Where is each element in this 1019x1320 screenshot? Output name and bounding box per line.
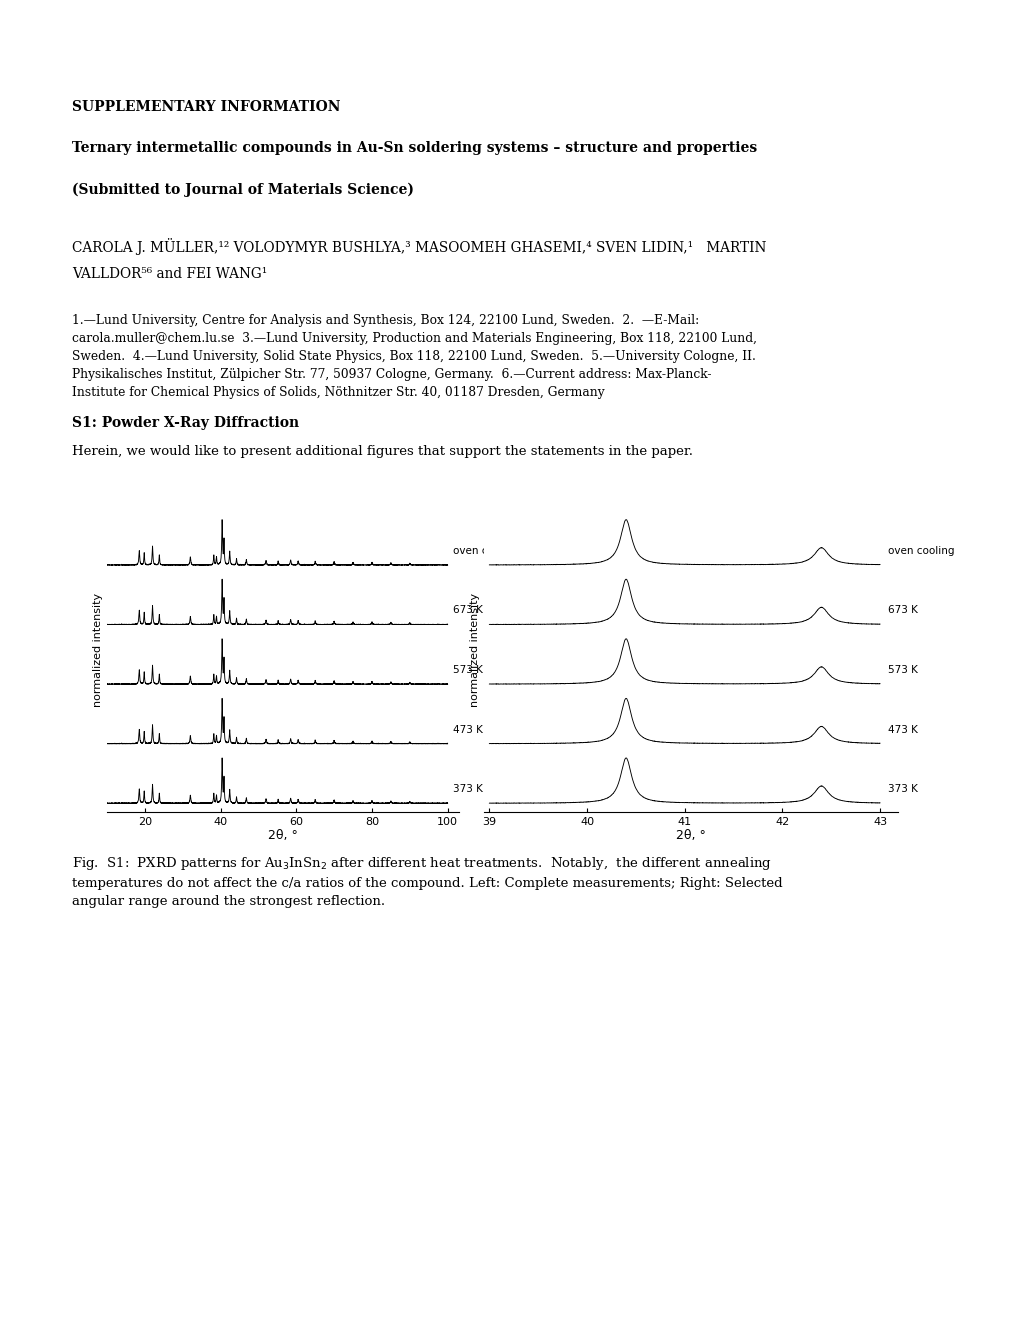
Text: VALLDOR⁵⁶ and FEI WANG¹: VALLDOR⁵⁶ and FEI WANG¹: [72, 267, 267, 281]
Text: 1.—Lund University, Centre for Analysis and Synthesis, Box 124, 22100 Lund, Swed: 1.—Lund University, Centre for Analysis …: [72, 314, 757, 399]
X-axis label: 2θ, °: 2θ, °: [268, 829, 298, 842]
Text: Fig.  S1:  PXRD patterns for Au$_3$InSn$_2$ after different heat treatments.  No: Fig. S1: PXRD patterns for Au$_3$InSn$_2…: [72, 855, 783, 908]
Text: 673 K: 673 K: [452, 606, 483, 615]
Text: 573 K: 573 K: [452, 665, 483, 675]
Text: 373 K: 373 K: [452, 784, 483, 795]
Text: (Submitted to Journal of Materials Science): (Submitted to Journal of Materials Scien…: [72, 182, 414, 197]
Text: SUPPLEMENTARY INFORMATION: SUPPLEMENTARY INFORMATION: [72, 100, 340, 115]
Text: CAROLA J. MÜLLER,¹² VOLODYMYR BUSHLYA,³ MASOOMEH GHASEMI,⁴ SVEN LIDIN,¹   MARTIN: CAROLA J. MÜLLER,¹² VOLODYMYR BUSHLYA,³ …: [72, 238, 766, 255]
Text: S1: Powder X-Ray Diffraction: S1: Powder X-Ray Diffraction: [72, 416, 300, 430]
Text: oven cooling: oven cooling: [887, 545, 954, 556]
Y-axis label: normalized intensity: normalized intensity: [93, 593, 103, 708]
Text: oven cooling: oven cooling: [452, 545, 520, 556]
Text: 473 K: 473 K: [452, 725, 483, 734]
Text: 673 K: 673 K: [887, 606, 917, 615]
Y-axis label: normalized intensity: normalized intensity: [470, 593, 480, 708]
Text: 373 K: 373 K: [887, 784, 917, 795]
Text: 573 K: 573 K: [887, 665, 917, 675]
Text: 473 K: 473 K: [887, 725, 917, 734]
Text: Ternary intermetallic compounds in Au-Sn soldering systems – structure and prope: Ternary intermetallic compounds in Au-Sn…: [72, 141, 757, 156]
Text: Herein, we would like to present additional figures that support the statements : Herein, we would like to present additio…: [72, 445, 693, 458]
X-axis label: 2θ, °: 2θ, °: [676, 829, 705, 842]
